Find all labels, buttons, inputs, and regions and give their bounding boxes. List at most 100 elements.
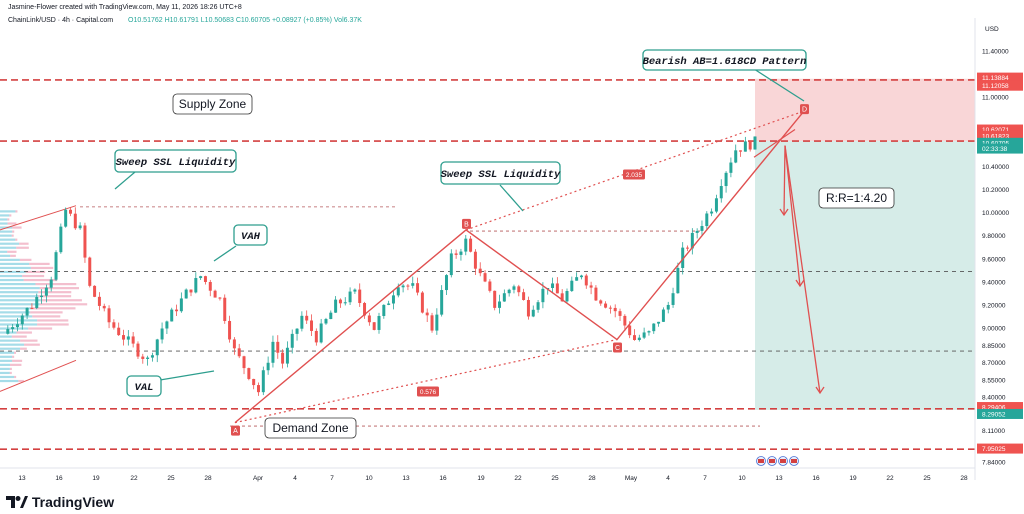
volume-bar-buy bbox=[0, 359, 13, 362]
candle-body bbox=[40, 295, 44, 298]
candle-body bbox=[256, 385, 260, 393]
volume-bar-buy bbox=[0, 315, 33, 318]
candle-body bbox=[478, 268, 482, 274]
candle-body bbox=[126, 336, 130, 340]
price-label-1: 11.12058 bbox=[982, 83, 1009, 90]
candle-body bbox=[165, 321, 169, 329]
candle-body bbox=[25, 307, 29, 316]
event-flag-mark bbox=[780, 459, 786, 463]
candle-body bbox=[401, 285, 405, 288]
volume-bar-sell bbox=[16, 246, 29, 249]
pattern-wedge-line bbox=[753, 129, 796, 158]
volume-bar-sell bbox=[19, 258, 32, 261]
candle-body bbox=[64, 209, 68, 227]
candle-body bbox=[319, 323, 323, 343]
volume-bar-sell bbox=[7, 218, 10, 221]
candle-body bbox=[107, 308, 111, 323]
candle-body bbox=[464, 238, 468, 252]
val-callout-text: VAL bbox=[135, 382, 154, 394]
label-a: A bbox=[233, 428, 238, 435]
candle-body bbox=[141, 356, 145, 359]
price-label-bg bbox=[977, 80, 1023, 91]
candle-body bbox=[469, 238, 473, 252]
fib-label-0: 0.576 bbox=[420, 389, 437, 396]
volume-bar-sell bbox=[31, 307, 76, 310]
tradingview-brand: TradingView bbox=[31, 494, 115, 510]
sweep-ssl-left-callout: Sweep SSL Liquidity bbox=[114, 149, 237, 173]
candle-body bbox=[68, 209, 72, 214]
event-flag-icon bbox=[756, 456, 766, 466]
volume-bar-sell bbox=[37, 323, 69, 326]
price-label-7: 8.29052 bbox=[982, 411, 1006, 418]
volume-bar-buy bbox=[0, 218, 8, 221]
candle-body bbox=[199, 276, 203, 279]
volume-bar-sell bbox=[7, 250, 17, 253]
volume-bar-buy bbox=[0, 303, 40, 306]
candle-body bbox=[623, 315, 627, 326]
volume-bar-sell bbox=[7, 222, 17, 225]
pattern-title-callout: Bearish AB=1.618CD Pattern bbox=[642, 49, 807, 71]
volume-bar-buy bbox=[0, 299, 41, 302]
price-tick-10.20000: 10.20000 bbox=[982, 187, 1009, 194]
volume-bar-buy bbox=[0, 371, 10, 375]
candle-body bbox=[372, 322, 376, 330]
price-label-bg bbox=[977, 443, 1023, 454]
candle-body bbox=[551, 283, 555, 288]
candle-body bbox=[695, 230, 699, 233]
sweep-ssl-mid-callout-text: Sweep SSL Liquidity bbox=[441, 169, 561, 181]
candle-body bbox=[387, 303, 391, 305]
candle-body bbox=[281, 352, 285, 364]
demand-zone-label-box bbox=[264, 417, 357, 439]
price-chart[interactable]: A B C D 0.576 2.035 Bearish AB=1.618CD Pattern… bbox=[0, 0, 1024, 490]
time-tick-7: 4 bbox=[293, 475, 297, 482]
candle-body bbox=[632, 335, 636, 340]
volume-bar-buy bbox=[0, 254, 11, 257]
price-label-3: 10.61823 bbox=[982, 133, 1009, 140]
candle-body bbox=[705, 213, 709, 227]
candle-body bbox=[647, 331, 651, 333]
candle-body bbox=[324, 319, 328, 324]
candle-body bbox=[743, 141, 747, 152]
volume-bar-sell bbox=[37, 319, 69, 322]
ac-retracement-line bbox=[234, 338, 618, 424]
candle-body bbox=[247, 368, 251, 379]
candle-body bbox=[334, 299, 338, 313]
sweep-ssl-left-callout-text: Sweep SSL Liquidity bbox=[116, 157, 236, 169]
pattern-point-b bbox=[462, 218, 471, 229]
candle-body bbox=[724, 172, 728, 187]
volume-bar-sell bbox=[32, 315, 61, 318]
candles bbox=[6, 136, 757, 396]
sweep-left-pointer bbox=[114, 171, 136, 190]
candle-body bbox=[406, 285, 410, 287]
sweep-ssl-left-callout-box bbox=[114, 149, 237, 173]
candle-body bbox=[208, 281, 212, 291]
candle-body bbox=[300, 315, 304, 329]
candle-body bbox=[213, 290, 217, 298]
candle-body bbox=[117, 327, 121, 336]
candle-body bbox=[714, 198, 718, 212]
volume-bar-buy bbox=[0, 363, 11, 366]
candle-body bbox=[420, 292, 424, 313]
demand-zone-label: Demand Zone bbox=[264, 417, 357, 439]
time-tick-13: 22 bbox=[514, 475, 522, 482]
time-tick-12: 19 bbox=[477, 475, 485, 482]
price-tick-9.40000: 9.40000 bbox=[982, 279, 1006, 286]
candle-body bbox=[237, 348, 241, 357]
candle-body bbox=[252, 378, 256, 386]
time-tick-14: 25 bbox=[551, 475, 559, 482]
candle-body bbox=[102, 305, 106, 309]
candle-body bbox=[444, 275, 448, 291]
time-tick-8: 7 bbox=[330, 475, 334, 482]
candle-body bbox=[160, 328, 164, 340]
label-c: C bbox=[615, 345, 620, 352]
candle-body bbox=[271, 341, 275, 363]
symbol-title[interactable]: ChainLink/USD · 4h · Capital.com bbox=[8, 17, 114, 24]
point-marker bbox=[800, 104, 809, 115]
candle-body bbox=[449, 253, 453, 276]
candle-body bbox=[122, 335, 126, 340]
volume-bar-sell bbox=[14, 351, 17, 354]
tradingview-logo-icon bbox=[6, 496, 28, 508]
candle-body bbox=[541, 288, 545, 303]
pattern-point-c bbox=[613, 342, 622, 353]
candle-body bbox=[353, 289, 357, 292]
